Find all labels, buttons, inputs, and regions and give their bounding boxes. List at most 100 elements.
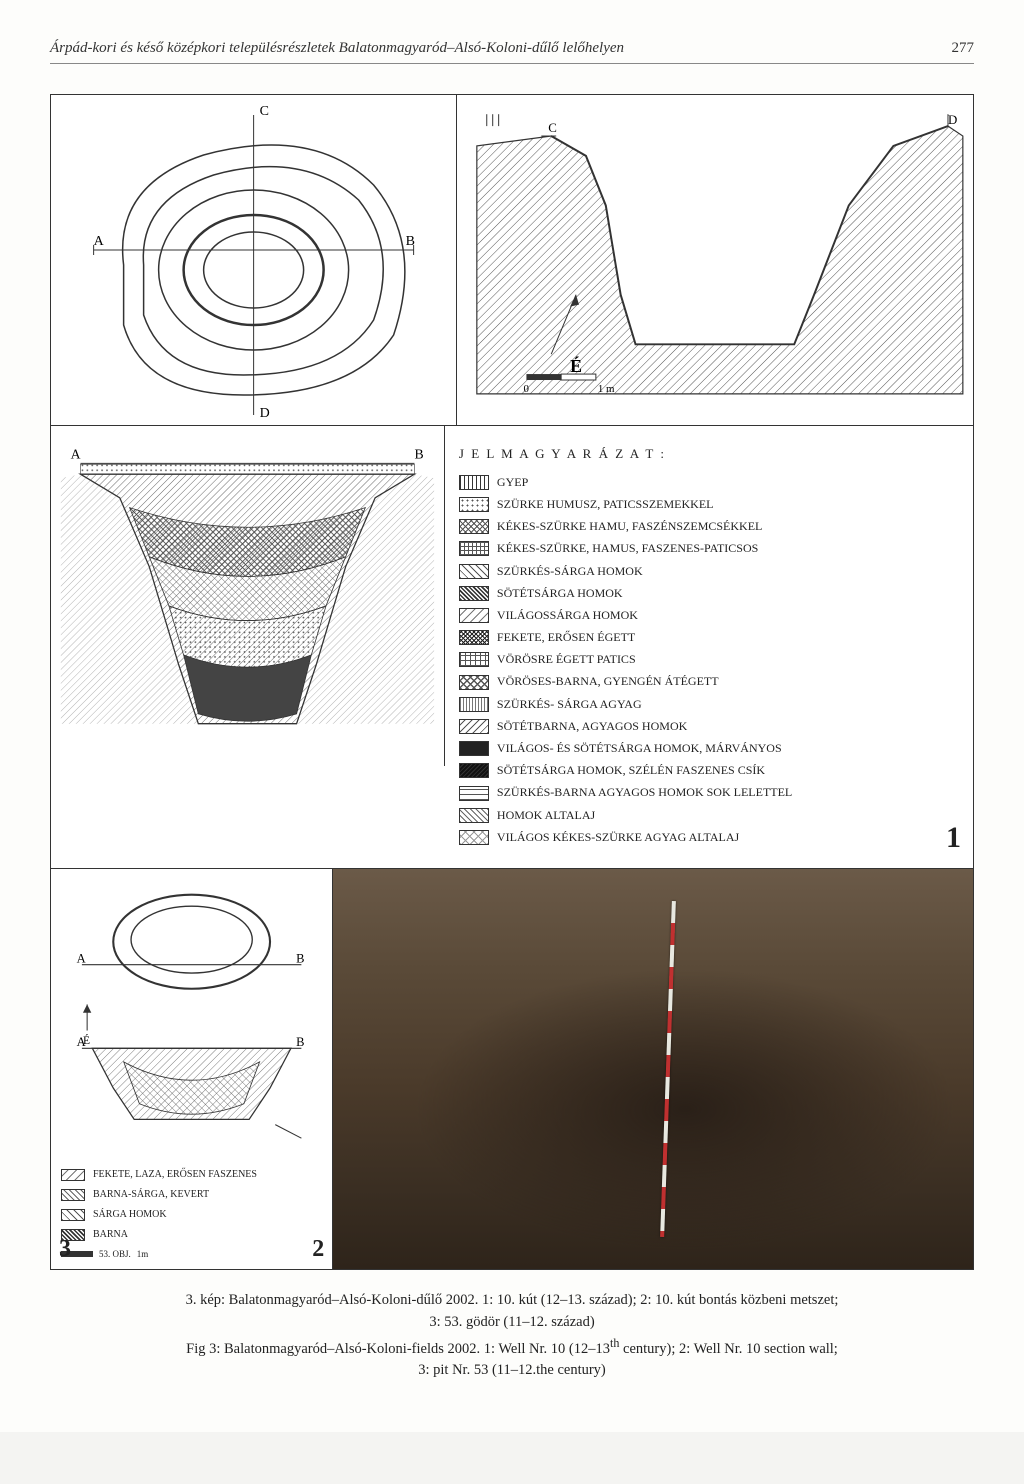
section-svg: C D É 0 [457,95,973,425]
scale-len-label: 1m [137,1249,149,1259]
legend-swatch [459,497,489,512]
excavation-photo [333,869,973,1269]
legend-item: SZÜRKÉS-BARNA AGYAGOS HOMOK SOK LELETTEL [459,783,959,802]
legend-label: HOMOK ALTALAJ [497,806,595,825]
legend-label: GYEP [497,473,528,492]
svg-text:B: B [296,952,304,966]
legend-item: HOMOK ALTALAJ [459,806,959,825]
svg-text:B: B [296,1035,304,1049]
pit-legend-label: FEKETE, LAZA, ERŐSEN FASZENES [93,1166,257,1183]
bottom-panel: A B É A B [51,869,973,1269]
plan-svg: A B C D [51,95,456,425]
scale-zero: 0 [524,383,530,395]
legend-item: SÖTÉTBARNA, AGYAGOS HOMOK [459,717,959,736]
well-section-ab: A B [51,426,445,766]
caption-line4: 3: pit Nr. 53 (11–12.the century) [50,1360,974,1382]
legend-block: J E L M A G Y A R Á Z A T : GYEP SZÜRKE H… [445,426,973,868]
legend-swatch [459,475,489,490]
legend-item: KÉKES-SZÜRKE, HAMUS, FASZENES-PATICSOS [459,539,959,558]
caption-line1: 3. kép: Balatonmagyaród–Alsó-Koloni-dűlő… [50,1290,974,1312]
top-panel: A B C D [51,95,973,426]
caption-line3: Fig 3: Balatonmagyaród–Alsó-Koloni-field… [50,1334,974,1361]
page: Árpád-kori és késő középkori településré… [0,0,1024,1432]
legend-label: FEKETE, ERŐSEN ÉGETT [497,628,635,647]
pit-legend-item: BARNA [61,1226,322,1243]
pit-legend-item: SÁRGA HOMOK [61,1206,322,1223]
legend-swatch [459,830,489,845]
pit-legend-label: BARNA [93,1226,128,1243]
svg-text:B: B [414,446,423,461]
figure-caption: 3. kép: Balatonmagyaród–Alsó-Koloni-dűlő… [50,1290,974,1382]
legend-label: SZÜRKÉS-BARNA AGYAGOS HOMOK SOK LELETTEL [497,783,792,802]
legend-item: VILÁGOS- ÉS SÖTÉTSÁRGA HOMOK, MÁRVÁNYOS [459,739,959,758]
legend-item: GYEP [459,473,959,492]
page-number: 277 [952,40,975,57]
legend-label: SZÜRKÉS- SÁRGA AGYAG [497,695,642,714]
panel-number-2: 2 [312,1236,324,1263]
legend-swatch [459,808,489,823]
svg-text:C: C [548,121,557,135]
legend-label: VILÁGOSSÁRGA HOMOK [497,606,638,625]
scale-max: 1 m [598,383,615,395]
legend-label: KÉKES-SZÜRKE HAMU, FASZÉNSZEMCSÉKKEL [497,517,762,536]
legend-item: SZÜRKÉS- SÁRGA AGYAG [459,695,959,714]
pit-scale: 53. OBJ. 1m [61,1249,322,1259]
svg-text:A: A [71,446,81,461]
legend-swatch [459,564,489,579]
legend-item: SZÜRKE HUMUSZ, PATICSSZEMEKKEL [459,495,959,514]
legend-item: VILÁGOSSÁRGA HOMOK [459,606,959,625]
panel-number-1: 1 [946,814,961,862]
legend-swatch [459,719,489,734]
legend-label: VÖRÖSES-BARNA, GYENGÉN ÁTÉGETT [497,672,719,691]
legend-swatch [459,675,489,690]
label-d: D [260,406,270,421]
legend-label: SZÜRKE HUMUSZ, PATICSSZEMEKKEL [497,495,714,514]
svg-text:A: A [77,952,86,966]
legend-swatch [459,541,489,556]
legend-swatch [459,630,489,645]
legend-item: SÖTÉTSÁRGA HOMOK [459,584,959,603]
north-label: É [570,355,582,376]
legend-item: VILÁGOS KÉKES-SZÜRKE AGYAG ALTALAJ [459,828,959,847]
well-section-cd: C D É 0 [457,95,973,425]
header-title: Árpád-kori és késő középkori településré… [50,40,624,57]
legend-label: VILÁGOS KÉKES-SZÜRKE AGYAG ALTALAJ [497,828,739,847]
pit-legend-swatch [61,1169,85,1181]
legend-label: SÖTÉTBARNA, AGYAGOS HOMOK [497,717,687,736]
strat-svg: A B [51,426,444,766]
legend-label: SÖTÉTSÁRGA HOMOK [497,584,623,603]
pit-legend-label: BARNA-SÁRGA, KEVERT [93,1186,209,1203]
legend-item: VÖRÖSRE ÉGETT PATICS [459,650,959,669]
legend-item: SZÜRKÉS-SÁRGA HOMOK [459,562,959,581]
pit-legend-item: BARNA-SÁRGA, KEVERT [61,1186,322,1203]
legend-label: SZÜRKÉS-SÁRGA HOMOK [497,562,643,581]
pit-legend-label: SÁRGA HOMOK [93,1206,167,1223]
svg-text:D: D [948,113,957,127]
pit-svg: A B É A B [61,879,322,1161]
pit-legend: FEKETE, LAZA, ERŐSEN FASZENES BARNA-SÁRGA… [61,1166,322,1243]
svg-text:A: A [77,1035,86,1049]
legend-swatch [459,519,489,534]
legend-swatch [459,608,489,623]
legend-swatch [459,786,489,801]
figure-frame: A B C D [50,94,974,1270]
label-c: C [260,104,269,119]
mid-panel: A B [51,426,973,869]
legend-item: KÉKES-SZÜRKE HAMU, FASZÉNSZEMCSÉKKEL [459,517,959,536]
panel-number-3: 3 [59,1236,71,1263]
legend-swatch [459,763,489,778]
pit-legend-item: FEKETE, LAZA, ERŐSEN FASZENES [61,1166,322,1183]
legend-swatch [459,741,489,756]
legend-list: GYEP SZÜRKE HUMUSZ, PATICSSZEMEKKEL KÉKES-… [459,473,959,847]
pit-legend-swatch [61,1189,85,1201]
running-header: Árpád-kori és késő középkori településré… [50,40,974,64]
legend-label: VÖRÖSRE ÉGETT PATICS [497,650,636,669]
legend-swatch [459,586,489,601]
photo-background [333,869,973,1269]
legend-title: J E L M A G Y A R Á Z A T : [459,444,959,465]
legend-item: SÖTÉTSÁRGA HOMOK, SZÉLÉN FASZENES CSÍK [459,761,959,780]
caption-line2: 3: 53. gödör (11–12. század) [50,1312,974,1334]
legend-swatch [459,697,489,712]
label-a: A [94,234,105,249]
legend-label: VILÁGOS- ÉS SÖTÉTSÁRGA HOMOK, MÁRVÁNYOS [497,739,782,758]
